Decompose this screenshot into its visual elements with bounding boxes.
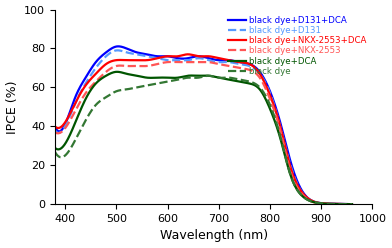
black dye+NKX-2553+DCA [225,59,230,62]
black dye+D131+DCA [309,199,313,202]
black dye+DCA [350,203,354,206]
black dye [233,77,238,80]
black dye+DCA [114,70,119,73]
black dye+DCA [242,81,247,84]
X-axis label: Wavelength (nm): Wavelength (nm) [160,229,268,243]
black dye+DCA [278,138,283,141]
black dye+DCA [53,146,57,149]
black dye+D131+DCA [53,125,57,128]
black dye+NKX-2553 [350,203,354,206]
black dye+D131+DCA [242,62,247,64]
black dye+NKX-2553 [242,67,247,70]
Line: black dye: black dye [55,76,352,204]
black dye+DCA [71,126,75,129]
black dye+NKX-2553+DCA [278,126,283,129]
Legend: black dye+D131+DCA, black dye+D131, black dye+NKX-2553+DCA, black dye+NKX-2553, : black dye+D131+DCA, black dye+D131, blac… [227,14,368,78]
black dye+NKX-2553 [225,64,230,67]
black dye+DCA [225,78,230,81]
black dye+NKX-2553+DCA [242,61,247,64]
Line: black dye+NKX-2553+DCA: black dye+NKX-2553+DCA [55,54,352,204]
black dye [309,200,313,203]
black dye+NKX-2553 [71,114,75,117]
black dye+D131+DCA [225,59,230,62]
black dye+D131 [278,126,283,129]
black dye+NKX-2553+DCA [309,199,313,202]
black dye [350,203,354,206]
black dye+NKX-2553+DCA [53,125,57,128]
black dye [53,150,57,153]
black dye+DCA [233,79,238,82]
black dye+D131 [115,49,120,52]
Line: black dye+DCA: black dye+DCA [55,72,352,204]
black dye+D131 [225,61,230,63]
black dye+D131 [350,203,354,206]
black dye+D131 [71,107,75,110]
black dye+DCA [309,200,313,203]
black dye+D131 [242,63,247,66]
black dye+NKX-2553 [309,200,313,203]
black dye+NKX-2553 [233,66,238,69]
Line: black dye+NKX-2553: black dye+NKX-2553 [55,62,352,204]
black dye [71,143,75,146]
black dye+D131+DCA [233,60,238,63]
black dye+D131 [309,199,313,202]
black dye+D131 [53,129,57,132]
black dye+D131+DCA [278,122,283,125]
black dye+NKX-2553+DCA [233,60,238,63]
Line: black dye+D131: black dye+D131 [55,50,352,204]
black dye [225,76,230,79]
black dye [278,136,283,139]
black dye+D131+DCA [71,102,75,105]
Line: black dye+D131+DCA: black dye+D131+DCA [55,46,352,204]
black dye+NKX-2553+DCA [71,106,75,109]
black dye+NKX-2553 [53,131,57,134]
black dye+NKX-2553 [278,130,283,133]
Y-axis label: IPCE (%): IPCE (%) [5,80,18,134]
black dye+NKX-2553+DCA [350,203,354,206]
black dye+NKX-2553+DCA [185,53,190,56]
black dye+NKX-2553 [202,61,207,63]
black dye [242,79,247,82]
black dye+D131+DCA [350,203,354,206]
black dye+D131 [233,62,238,65]
black dye+D131+DCA [116,45,121,48]
black dye [206,74,211,77]
